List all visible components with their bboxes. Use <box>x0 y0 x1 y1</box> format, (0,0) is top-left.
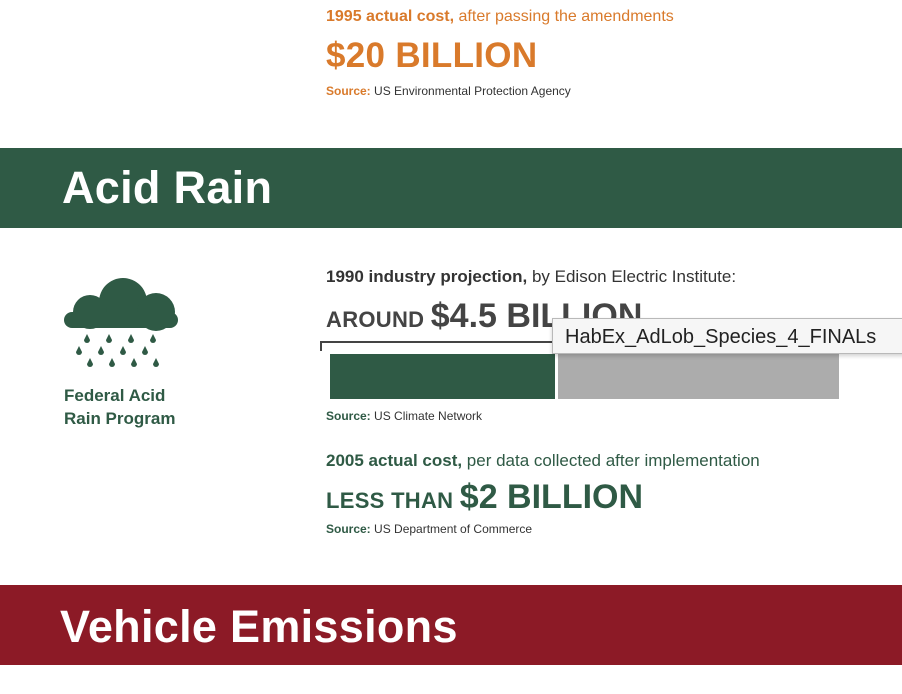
actual-label: 2005 actual cost, <box>326 451 463 470</box>
program-label-line1: Federal Acid <box>64 386 166 405</box>
top-source: Source: US Environmental Protection Agen… <box>326 84 571 98</box>
projection-source: Source: US Climate Network <box>326 409 482 423</box>
projection-source-text: US Climate Network <box>370 409 483 423</box>
projection-prefix: AROUND <box>326 307 431 332</box>
projection-remainder-bar <box>558 354 839 399</box>
actual-source-label: Source: <box>326 522 371 536</box>
actual-amount-line: LESS THAN $2 BILLION <box>326 478 643 517</box>
rain-cloud-icon <box>64 278 178 367</box>
top-cost-caption: 1995 actual cost, after passing the amen… <box>326 8 674 26</box>
top-year-label: 1995 actual cost, <box>326 8 455 25</box>
filename-tooltip: HabEx_AdLob_Species_4_FINALs <box>552 318 902 354</box>
acid-rain-banner: Acid Rain <box>0 148 902 228</box>
actual-source: Source: US Department of Commerce <box>326 522 532 536</box>
actual-source-text: US Department of Commerce <box>370 522 533 536</box>
acid-rain-title: Acid Rain <box>62 162 273 213</box>
top-cost-amount: $20 BILLION <box>326 36 538 75</box>
actual-prefix: LESS THAN <box>326 488 460 513</box>
projection-caption: 1990 industry projection, by Edison Elec… <box>326 267 736 287</box>
program-label: Federal Acid Rain Program <box>64 384 224 430</box>
top-source-label: Source: <box>326 84 371 98</box>
actual-desc: per data collected after implementation <box>462 451 760 470</box>
actual-cost-bar <box>330 354 555 399</box>
top-source-text: US Environmental Protection Agency <box>370 84 571 98</box>
projection-desc: by Edison Electric Institute: <box>527 267 737 286</box>
vehicle-emissions-title: Vehicle Emissions <box>60 601 458 652</box>
projection-source-label: Source: <box>326 409 371 423</box>
projection-bracket <box>320 341 554 351</box>
vehicle-emissions-banner: Vehicle Emissions <box>0 585 902 665</box>
projection-label: 1990 industry projection, <box>326 267 528 286</box>
program-label-line2: Rain Program <box>64 409 176 428</box>
top-cost-desc: after passing the amendments <box>454 8 674 25</box>
actual-amount: $2 BILLION <box>459 478 644 516</box>
actual-caption: 2005 actual cost, per data collected aft… <box>326 451 760 471</box>
